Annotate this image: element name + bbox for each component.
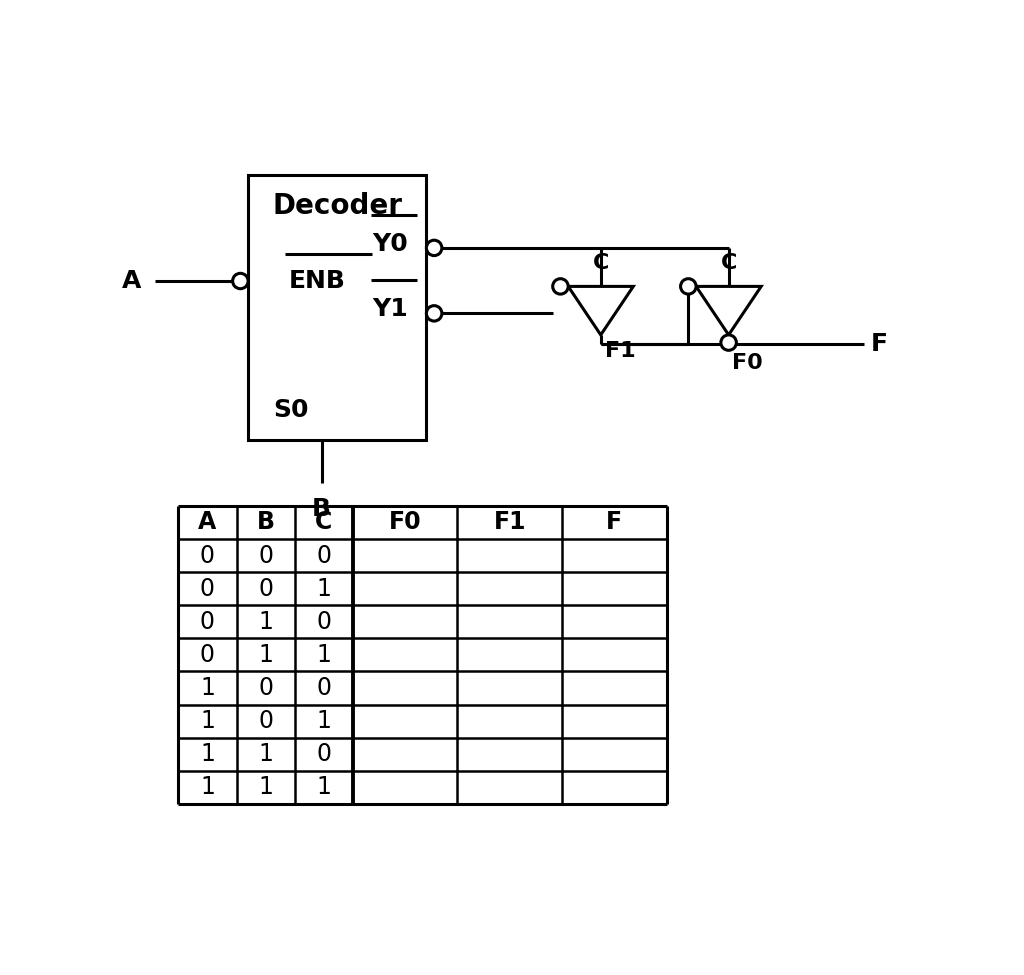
Text: 1: 1 (258, 609, 273, 634)
Text: B: B (312, 496, 331, 521)
Text: S0: S0 (273, 398, 308, 421)
Text: 1: 1 (200, 709, 215, 733)
Circle shape (426, 305, 442, 321)
Circle shape (681, 279, 696, 294)
Text: 1: 1 (316, 643, 331, 667)
Text: F1: F1 (605, 341, 636, 361)
Text: 0: 0 (200, 609, 215, 634)
Text: F: F (606, 510, 623, 534)
Circle shape (426, 240, 442, 255)
Text: Y0: Y0 (372, 232, 408, 256)
Text: F0: F0 (732, 353, 763, 373)
Text: Y1: Y1 (372, 297, 408, 322)
Text: 0: 0 (258, 709, 273, 733)
Circle shape (553, 279, 568, 294)
Text: 0: 0 (200, 576, 215, 601)
Text: B: B (257, 510, 274, 534)
Text: 0: 0 (316, 543, 331, 567)
Text: 0: 0 (258, 543, 273, 567)
Polygon shape (248, 175, 426, 441)
Text: C: C (593, 253, 609, 273)
Text: 0: 0 (316, 742, 331, 766)
Text: 1: 1 (316, 709, 331, 733)
Text: 1: 1 (316, 576, 331, 601)
Text: 1: 1 (200, 775, 215, 799)
Circle shape (721, 334, 736, 350)
Text: 1: 1 (258, 643, 273, 667)
Polygon shape (696, 287, 761, 334)
Text: 0: 0 (258, 676, 273, 700)
Text: 0: 0 (258, 576, 273, 601)
Text: F0: F0 (389, 510, 421, 534)
Text: 1: 1 (316, 775, 331, 799)
Text: Decoder: Decoder (272, 192, 402, 219)
Text: 1: 1 (200, 742, 215, 766)
Text: 1: 1 (258, 742, 273, 766)
Text: 0: 0 (316, 609, 331, 634)
Text: F1: F1 (494, 510, 526, 534)
Text: 0: 0 (316, 676, 331, 700)
Text: A: A (199, 510, 216, 534)
Text: ENB: ENB (289, 269, 345, 293)
Text: C: C (721, 253, 737, 273)
Text: 1: 1 (200, 676, 215, 700)
Text: A: A (122, 269, 141, 293)
Text: 1: 1 (258, 775, 273, 799)
Text: 0: 0 (200, 643, 215, 667)
Polygon shape (568, 287, 633, 334)
Text: F: F (870, 332, 888, 356)
Text: C: C (315, 510, 333, 534)
Text: 0: 0 (200, 543, 215, 567)
Circle shape (232, 273, 248, 289)
